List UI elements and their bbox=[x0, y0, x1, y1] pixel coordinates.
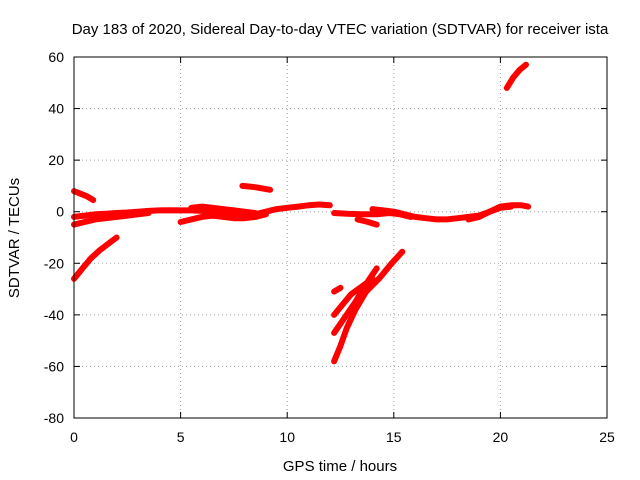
y-tick-label: 20 bbox=[48, 152, 64, 168]
y-tick-label: -20 bbox=[44, 255, 64, 271]
x-tick-label: 15 bbox=[386, 429, 402, 445]
data-track-9 bbox=[354, 216, 380, 228]
x-axis-label: GPS time / hours bbox=[283, 458, 397, 475]
y-axis-label: SDTVAR / TECUs bbox=[6, 178, 23, 298]
data-track-11 bbox=[465, 203, 515, 223]
y-tick-label: 60 bbox=[48, 49, 64, 65]
data-track-12 bbox=[331, 248, 406, 365]
data-track-14 bbox=[331, 275, 376, 318]
y-tick-label: -60 bbox=[44, 358, 64, 374]
x-tick-label: 20 bbox=[493, 429, 509, 445]
y-tick-label: -80 bbox=[44, 410, 64, 426]
y-tick-label: 40 bbox=[48, 101, 64, 117]
chart-title: Day 183 of 2020, Sidereal Day-to-day VTE… bbox=[72, 21, 609, 38]
x-tick-label: 0 bbox=[70, 429, 78, 445]
data-track-5 bbox=[188, 203, 259, 216]
ticks: 0 5 10 15 20 25 60 40 20 0 -20 -40 -60 -80 bbox=[44, 49, 615, 445]
data-track-15 bbox=[331, 284, 344, 295]
data-track-6 bbox=[71, 234, 120, 282]
data-track-4 bbox=[177, 211, 269, 225]
data-track-7 bbox=[239, 182, 274, 193]
y-tick-label: 0 bbox=[56, 204, 64, 220]
y-tick-label: -40 bbox=[44, 307, 64, 323]
x-tick-label: 10 bbox=[279, 429, 295, 445]
x-tick-label: 5 bbox=[177, 429, 185, 445]
data-track-1 bbox=[71, 188, 97, 204]
x-tick-label: 25 bbox=[599, 429, 615, 445]
data-track-3 bbox=[71, 210, 152, 228]
plot-frame bbox=[73, 56, 608, 419]
data-track-16 bbox=[503, 61, 529, 91]
data-layer bbox=[71, 61, 532, 365]
data-track-2 bbox=[71, 201, 333, 220]
